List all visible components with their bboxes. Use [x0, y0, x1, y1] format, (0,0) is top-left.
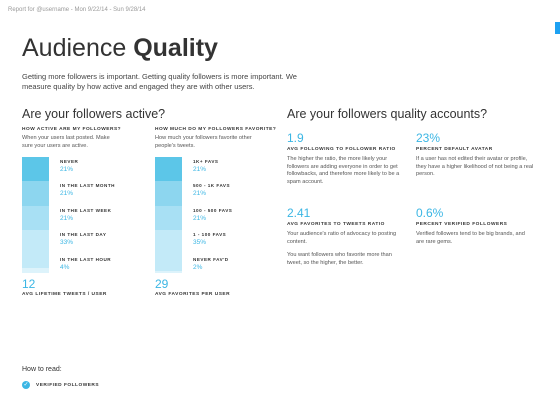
bar-segment: [22, 205, 49, 231]
segment-value: 21%: [193, 166, 207, 173]
stat-label: PERCENT DEFAULT AVATAR: [416, 147, 493, 152]
stat-label: AVG LIFETIME TWEETS / USER: [22, 292, 107, 297]
stat-description: The higher the ratio, the more likely yo…: [287, 156, 400, 185]
bar-segment: [22, 230, 49, 269]
bar-segment: [22, 181, 49, 206]
legend-title: How to read:: [22, 366, 62, 373]
title-bold: Quality: [133, 34, 218, 62]
stat-value: 1.9: [287, 131, 304, 145]
segment-value: 21%: [193, 214, 207, 222]
segment-label: NEVER: [60, 159, 79, 164]
segment-label: IN THE LAST MONTH: [60, 183, 115, 189]
column-description: How much your followers favorite other p…: [155, 135, 252, 149]
stat-label: AVG FOLLOWING TO FOLLOWER RATIO: [287, 147, 396, 152]
title: Audience Quality: [22, 34, 218, 63]
segment-value: 33%: [60, 239, 74, 247]
segment-label: NEVER FAV'D: [193, 257, 229, 262]
segment-label: 1 - 100 FAVS: [193, 232, 227, 238]
bar-segment: [22, 157, 49, 182]
column-title: HOW ACTIVE ARE MY FOLLOWERS?: [22, 127, 122, 132]
stat-value: 2.41: [287, 206, 311, 220]
section-heading: Are your followers active?: [22, 107, 166, 121]
bar-segment: [22, 268, 49, 273]
stat-label: PERCENT VERIFIED FOLLOWERS: [416, 222, 508, 227]
bar-segment: [155, 230, 182, 271]
segment-value: 35%: [193, 239, 207, 247]
segment-label: 1K+ FAVS: [193, 159, 219, 164]
stat-label: AVG FAVORITES TO TWEETS RATIO: [287, 222, 385, 227]
segment-label: 500 - 1K FAVS: [193, 183, 231, 189]
title-light: Audience: [22, 34, 127, 62]
bar-segment: [155, 157, 182, 182]
segment-label: IN THE LAST WEEK: [60, 207, 112, 213]
column-title: HOW MUCH DO MY FOLLOWERS FAVORITE?: [155, 127, 277, 132]
segment-value: 21%: [60, 190, 74, 198]
verified-icon: ✓: [22, 381, 30, 389]
segment-value: 2%: [193, 264, 203, 271]
segment-value: 4%: [60, 264, 70, 271]
stat-value: 0.6%: [416, 206, 444, 220]
stat-value: 12: [22, 277, 36, 291]
segment-value: 21%: [60, 214, 74, 222]
bar-segment: [155, 270, 182, 273]
stat-label: AVG FAVORITES PER USER: [155, 292, 231, 297]
accent: [555, 22, 560, 34]
bar-segment: [155, 205, 182, 231]
segment-label: IN THE LAST HOUR: [60, 257, 112, 262]
segment-label: IN THE LAST DAY: [60, 232, 107, 238]
stat-value: 23%: [416, 131, 441, 145]
segment-value: 21%: [193, 190, 207, 198]
intro: Getting more followers is important. Get…: [22, 72, 297, 91]
header: Report for @username - Mon 9/22/14 - Sun…: [8, 7, 146, 13]
segment-label: 100 - 500 FAVS: [193, 207, 233, 213]
section-heading: Are your followers quality accounts?: [287, 107, 488, 121]
stat-description: If a user has not edited their avatar or…: [416, 156, 534, 177]
stat-description: Your audience's ratio of advocacy to pos…: [287, 231, 397, 245]
segment-value: 21%: [60, 166, 74, 173]
stat-value: 29: [155, 277, 169, 291]
legend-item: VERIFIED FOLLOWERS: [36, 383, 100, 388]
bar-segment: [155, 181, 182, 206]
column-description: When your users last posted. Make sure y…: [22, 135, 110, 149]
stat-description: Verified followers tend to be big brands…: [416, 231, 525, 245]
stat-description: You want followers who favorite more tha…: [287, 252, 392, 266]
